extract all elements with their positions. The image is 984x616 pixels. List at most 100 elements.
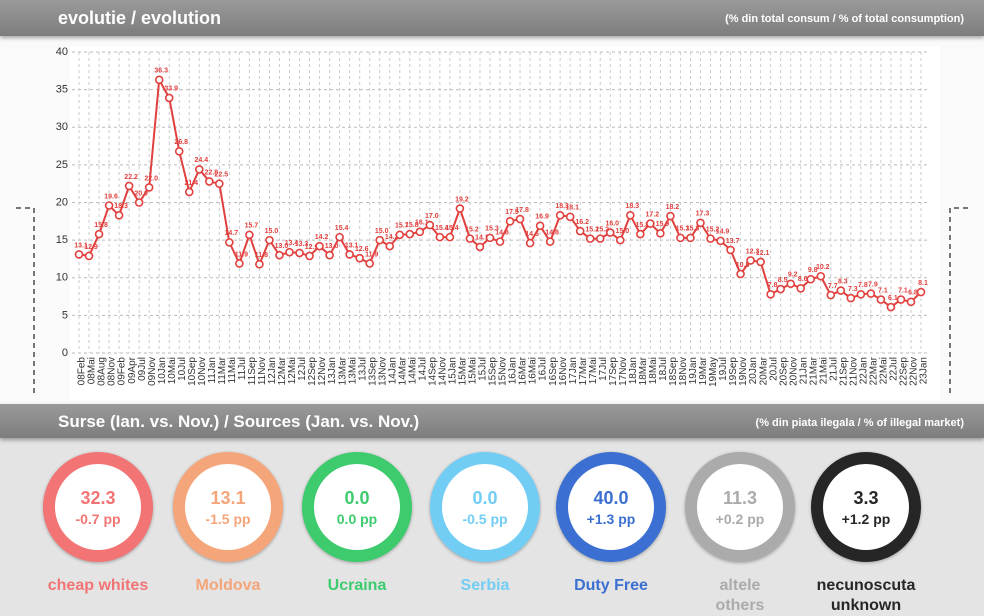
marker [826,290,836,300]
marker [806,274,816,284]
x-tick-label: 09Apr [127,356,138,383]
marker [856,290,866,299]
data-label: 7.8 [858,282,868,289]
source-name: altele others [715,577,765,614]
data-label: 14.7 [225,230,239,237]
marker [164,93,174,103]
data-label: 14.2 [385,234,399,241]
x-tick-label: 12Jul [297,357,308,381]
x-tick-label: 15Jul [478,357,489,381]
marker [565,212,575,222]
data-label: 12.9 [305,244,319,251]
source-name: cheap whites [47,577,149,594]
data-label: 7.8 [768,282,778,289]
source-name: Ucraina [327,577,387,594]
plot-area [70,46,940,400]
data-label: 8.5 [778,277,788,284]
marker [595,234,605,243]
source-change: 0.0 pp [336,510,378,527]
sources-subtitle: (% din piata ilegala / % of illegal mark… [755,417,964,429]
marker [305,251,314,261]
marker [756,257,765,267]
marker [746,256,755,265]
x-tick-label: 19Jan [688,357,699,384]
data-label: 18.1 [565,205,579,212]
data-label: 15.2 [595,226,609,233]
data-label: 15.8 [636,222,650,229]
source-change: -0.5 pp [462,510,508,527]
x-tick-label: 09Jul [137,357,148,381]
x-tick-label: 18Jan [628,357,639,384]
x-tick-label: 16Mai [528,357,539,384]
data-label: 17.5 [505,209,519,216]
data-label: 14.8 [495,229,509,236]
data-label: 13.3 [295,241,309,248]
x-tick-label: 22Jan [858,357,869,384]
x-tick-label: 12Mai [287,357,298,384]
x-tick-label: 10Jul [177,357,188,381]
x-tick-label: 21Mar [808,356,819,385]
x-tick-label: 13Jan [327,357,338,384]
x-tick-label: 16Mar [518,356,529,385]
marker [215,179,224,188]
data-label: 15.3 [676,226,690,233]
source-change: +0.2 pp [715,510,765,527]
x-tick-label: 14Sep [427,357,438,386]
data-label: 17.8 [515,207,529,214]
data-label: 15.8 [405,222,419,229]
data-label: 15.4 [445,225,459,232]
marker [545,237,555,246]
marker [555,210,565,220]
x-tick-label: 14Jan [387,357,398,384]
y-tick-label: 0 [62,347,68,359]
data-label: 6.8 [908,290,918,297]
x-tick-label: 13Jul [357,357,368,381]
x-tick-label: 15Jan [448,357,459,384]
y-tick-label: 35 [56,84,68,96]
x-tick-label: 21Jan [798,357,809,384]
y-tick-label: 10 [56,272,68,284]
source-value: 0.0 [344,487,370,508]
data-label: 16.1 [415,220,429,227]
y-tick-label: 40 [56,46,68,58]
x-tick-label: 15Sep [488,357,499,386]
data-label: 16.2 [575,219,589,226]
marker [886,302,896,312]
marker [736,269,745,279]
source-change: -1.5 pp [205,510,251,527]
data-label: 15.4 [335,225,349,232]
y-tick-label: 30 [56,121,68,133]
marker [786,279,795,289]
x-tick-label: 23Jan [919,357,930,384]
marker [485,233,495,243]
y-tick-label: 25 [56,159,68,171]
marker [174,147,184,156]
marker [906,297,916,307]
marker [315,241,324,251]
marker [425,220,435,230]
header-subtitle: (% din total consum / % of total consump… [725,13,964,25]
data-label: 33.9 [164,86,178,93]
marker [104,201,114,210]
marker [84,251,94,261]
data-label: 7.3 [848,286,858,293]
x-tick-label: 15Nov [498,357,509,386]
x-tick-label: 18Nov [678,357,689,386]
y-tick-label: 5 [62,309,68,321]
x-tick-label: 13Nov [377,357,388,386]
x-tick-label: 10Mai [167,357,178,384]
data-label: 14.8 [545,229,559,236]
x-tick-label: 20Jul [768,357,779,381]
marker [636,229,645,239]
data-label: 22.5 [215,172,229,179]
x-tick-label: 16Sep [548,357,559,386]
marker [355,253,364,263]
x-tick-label: 13Sep [367,357,378,386]
source-value: 3.3 [853,487,879,508]
x-tick-label: 20Mar [758,356,769,385]
marker [154,75,164,85]
marker [134,198,144,207]
source: 32.3 -0.7 pp cheap whites [33,452,163,596]
data-label: 9.2 [788,272,798,279]
marker [846,293,856,303]
